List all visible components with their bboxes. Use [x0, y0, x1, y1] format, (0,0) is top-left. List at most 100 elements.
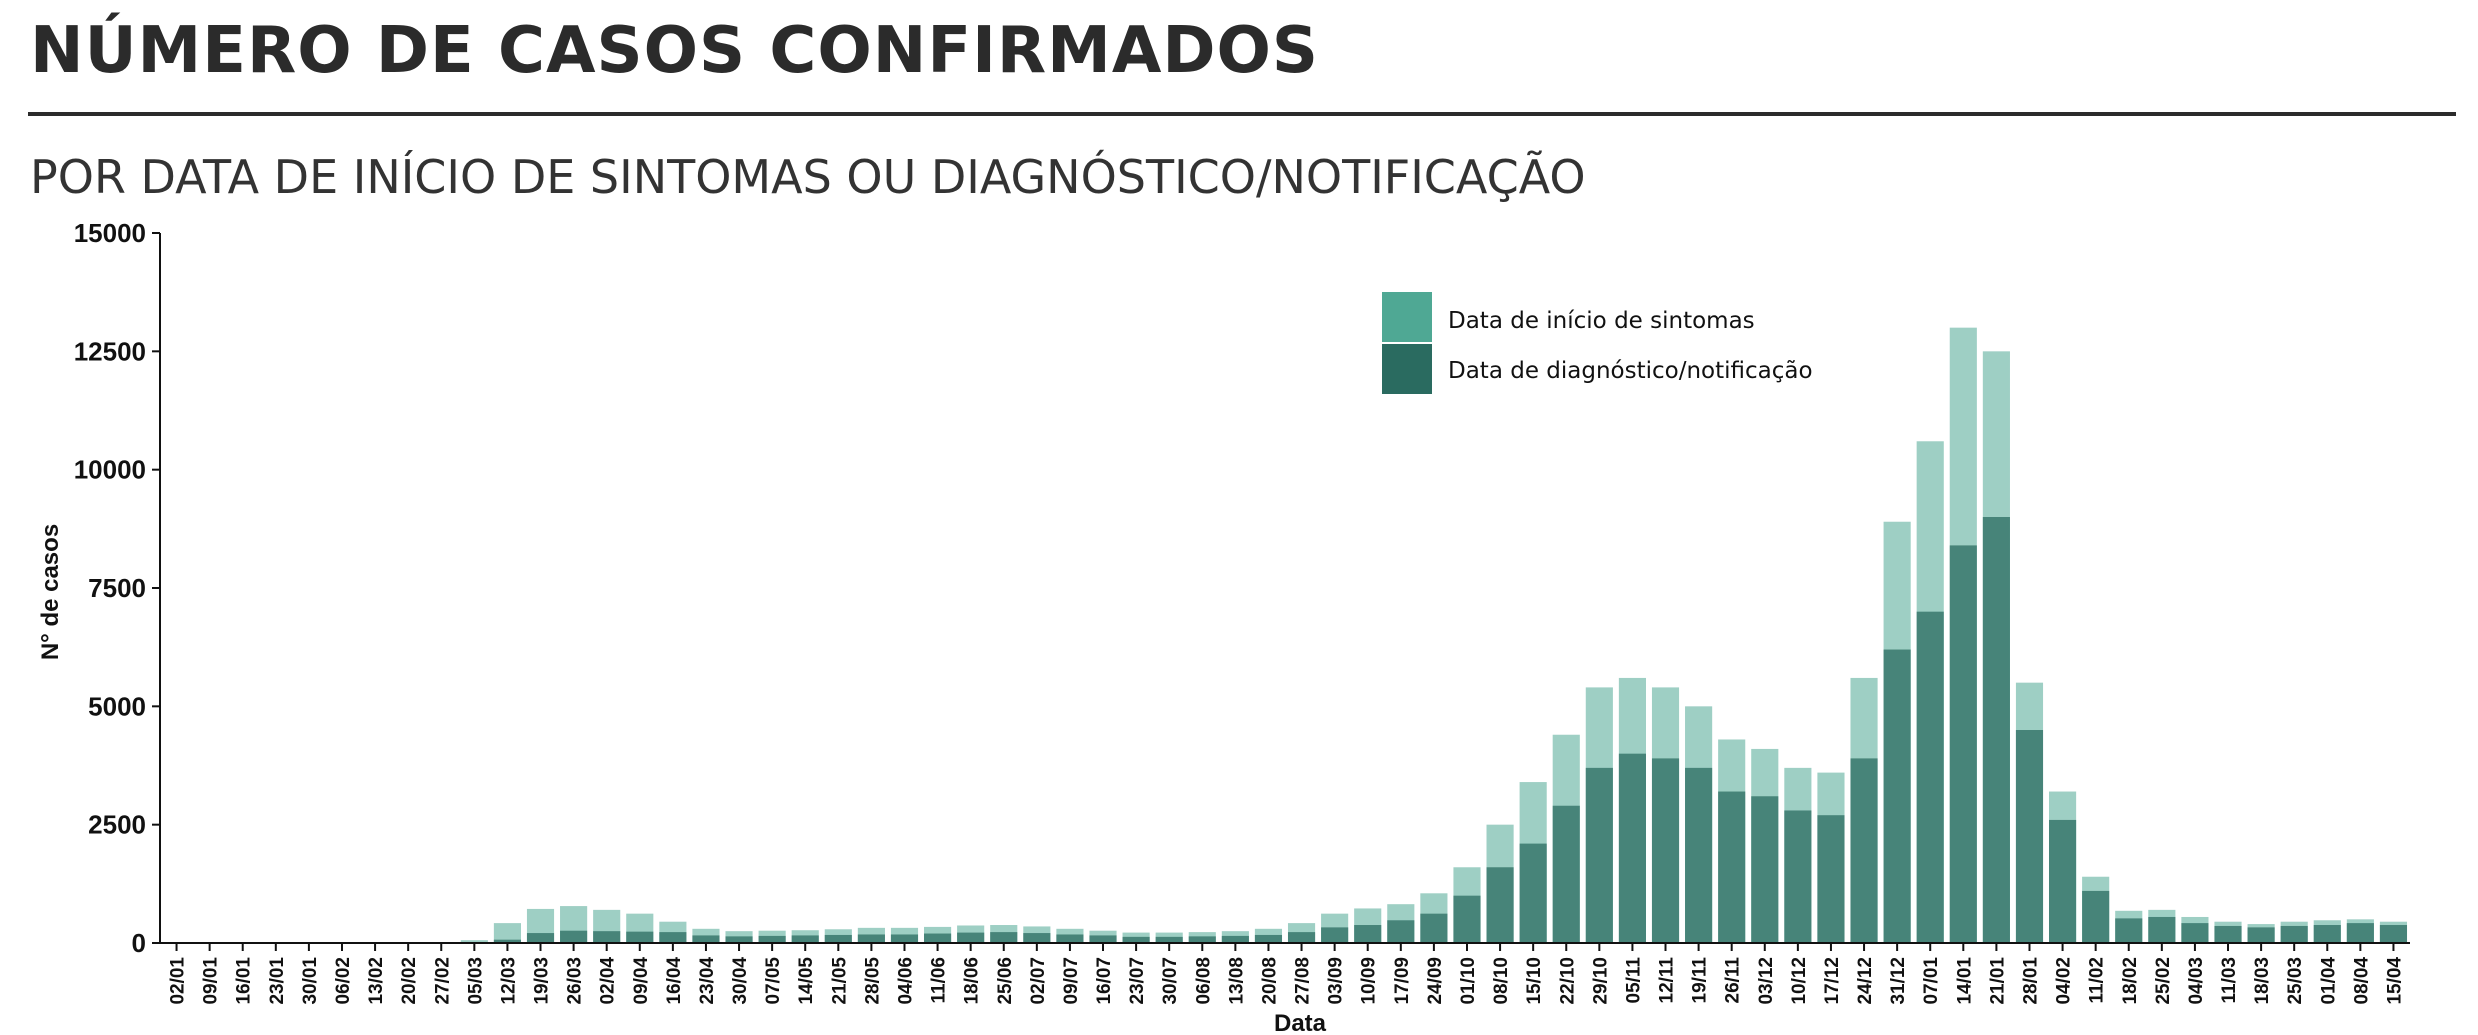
bar-diagnosis: [1354, 925, 1382, 943]
bar-diagnosis: [1585, 767, 1613, 943]
bar-diagnosis: [1155, 936, 1183, 943]
bar-symptoms: [460, 940, 488, 943]
bar-diagnosis: [1850, 758, 1878, 943]
bar-diagnosis: [2115, 918, 2143, 943]
x-tick-label: 24/09: [1425, 957, 1446, 1005]
bar-diagnosis: [1287, 932, 1316, 943]
x-tick-label: 19/11: [1690, 957, 1711, 1004]
x-tick-label: 29/10: [1590, 957, 1611, 1005]
x-tick-label: 19/03: [532, 957, 553, 1005]
x-tick-label: 12/03: [498, 957, 519, 1005]
x-tick-label: 28/01: [2020, 957, 2041, 1005]
x-tick-label: 12/11: [1657, 957, 1678, 1004]
x-tick-label: 14/05: [796, 957, 817, 1005]
x-tick-label: 20/02: [399, 957, 420, 1005]
x-tick-label: 25/03: [2285, 957, 2306, 1005]
bar-diagnosis: [1221, 935, 1249, 943]
y-tick-label: 7500: [88, 573, 146, 603]
page-subtitle: POR DATA DE INÍCIO DE SINTOMAS OU DIAGNÓ…: [30, 150, 1586, 204]
bar-diagnosis: [1982, 517, 2010, 943]
x-tick-label: 18/03: [2252, 957, 2273, 1005]
y-axis-label: N° de casos: [37, 524, 64, 660]
x-axis: 02/01 09/01 16/01 23/01 30/01 06/02 13/02 20/02…: [160, 942, 2410, 1005]
x-tick-label: 09/04: [631, 957, 652, 1005]
x-tick-label: 05/03: [465, 957, 486, 1005]
bar-diagnosis: [2049, 819, 2077, 943]
bar-diagnosis: [857, 934, 885, 943]
x-tick-label: 09/01: [201, 957, 222, 1005]
x-tick-label: 17/09: [1392, 957, 1413, 1005]
bar-diagnosis: [1718, 791, 1746, 943]
x-tick-label: 25/02: [2153, 957, 2174, 1005]
bar-diagnosis: [1254, 934, 1283, 943]
bar-diagnosis: [791, 935, 819, 943]
x-tick-label: 04/02: [2054, 957, 2075, 1005]
chart-legend: Data de início de sintomas Data de diagn…: [1382, 292, 1813, 394]
bar-diagnosis: [1486, 867, 1514, 943]
x-tick-label: 18/02: [2120, 957, 2141, 1005]
x-tick-label: 15/04: [2384, 957, 2405, 1005]
bar-diagnosis: [593, 931, 621, 943]
x-tick-label: 11/06: [929, 957, 950, 1004]
x-tick-label: 20/08: [1259, 957, 1280, 1005]
y-tick-label: 12500: [74, 336, 146, 366]
x-tick-label: 01/10: [1458, 957, 1479, 1005]
x-tick-label: 11/03: [2219, 957, 2240, 1004]
legend-label-diagnosis: Data de diagnóstico/notificação: [1448, 358, 1813, 384]
bar-diagnosis: [1552, 805, 1580, 943]
x-tick-label: 07/01: [1921, 957, 1942, 1005]
x-tick-label: 11/02: [2087, 957, 2108, 1004]
x-tick-label: 23/07: [1127, 957, 1148, 1005]
bar-diagnosis: [1387, 920, 1415, 943]
legend-swatch-diagnosis: [1382, 344, 1432, 394]
y-tick-label: 0: [132, 928, 146, 958]
x-tick-label: 08/10: [1491, 957, 1512, 1005]
x-tick-label: 23/04: [697, 957, 718, 1005]
x-tick-label: 02/04: [598, 957, 619, 1005]
x-tick-label: 10/09: [1359, 957, 1380, 1005]
x-tick-label: 03/09: [1326, 957, 1347, 1005]
x-tick-label: 01/04: [2318, 957, 2339, 1005]
page-title: NÚMERO DE CASOS CONFIRMADOS: [30, 14, 1319, 88]
bar-diagnosis: [2346, 923, 2374, 943]
y-tick-label: 15000: [74, 218, 146, 248]
x-tick-label: 30/07: [1160, 957, 1181, 1005]
x-tick-label: 18/06: [962, 957, 983, 1005]
bar-diagnosis: [890, 934, 919, 943]
x-tick-label: 08/04: [2351, 957, 2372, 1005]
bar-diagnosis: [1420, 913, 1448, 943]
bar-diagnosis: [758, 935, 786, 943]
x-tick-label: 26/03: [565, 957, 586, 1005]
series-symptoms-bars: [460, 327, 2408, 944]
bar-diagnosis: [1453, 895, 1481, 943]
x-tick-label: 09/07: [1061, 957, 1082, 1005]
bar-diagnosis: [1089, 935, 1117, 943]
bar-diagnosis: [2247, 927, 2275, 943]
y-tick-label: 2500: [88, 810, 146, 840]
bar-diagnosis: [1056, 934, 1084, 943]
bar-diagnosis: [1685, 767, 1713, 943]
bar-diagnosis: [1023, 933, 1051, 943]
x-tick-label: 26/11: [1723, 957, 1744, 1004]
series-diagnosis-bars: [493, 517, 2408, 943]
bar-diagnosis: [2379, 925, 2408, 943]
x-tick-label: 15/10: [1524, 957, 1545, 1005]
x-tick-label: 17/12: [1822, 957, 1843, 1005]
title-divider: [28, 112, 2456, 116]
bar-diagnosis: [692, 935, 720, 943]
x-tick-label: 30/01: [300, 957, 321, 1005]
x-tick-label: 16/01: [234, 957, 255, 1005]
legend-swatch-symptoms: [1382, 292, 1432, 342]
bar-diagnosis: [659, 932, 687, 943]
x-tick-label: 27/08: [1293, 957, 1314, 1005]
x-tick-label: 16/07: [1094, 957, 1115, 1005]
bar-diagnosis: [1321, 927, 1349, 943]
bar-diagnosis: [1122, 936, 1150, 943]
x-tick-label: 28/05: [862, 957, 883, 1005]
x-tick-label: 27/02: [432, 957, 453, 1005]
x-tick-label: 05/11: [1623, 957, 1644, 1004]
y-tick-label: 5000: [88, 691, 146, 721]
legend-label-symptoms: Data de início de sintomas: [1448, 308, 1755, 334]
bar-diagnosis: [526, 933, 555, 943]
